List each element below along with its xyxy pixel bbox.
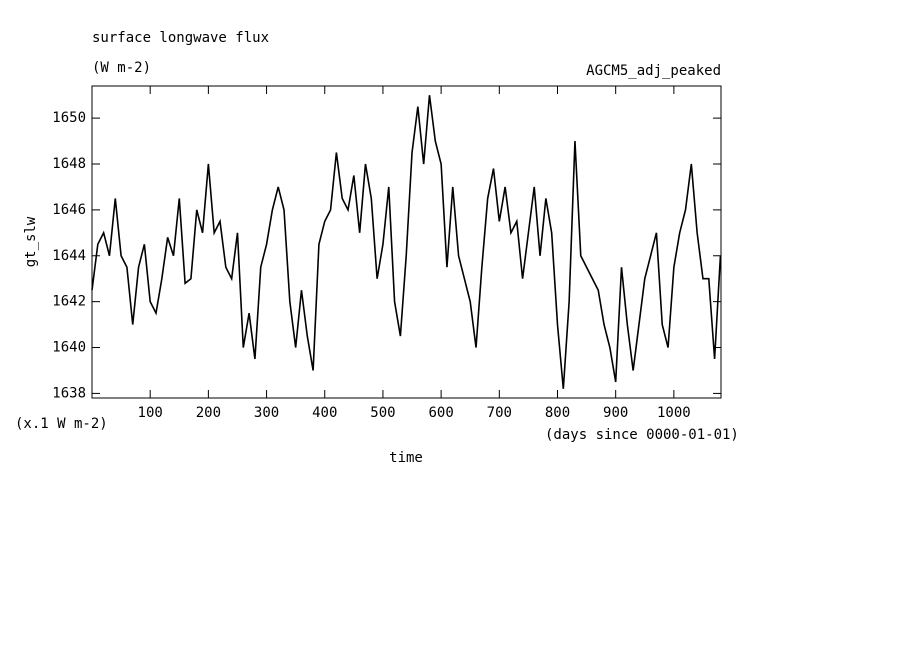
y-tick-label: 1642: [52, 294, 86, 310]
y-tick-label: 1646: [52, 202, 86, 218]
x-axis-label: time: [389, 450, 423, 466]
y-tick-label: 1644: [52, 248, 86, 264]
data-line: [91, 95, 722, 389]
y-axis-label: gt_slw: [23, 216, 39, 267]
y-tick-label: 1650: [52, 110, 86, 126]
x-tick-label: 200: [196, 405, 221, 421]
x-tick-label: 900: [603, 405, 628, 421]
x-tick-label: 400: [312, 405, 337, 421]
y-unit-note: (x.1 W m-2): [15, 416, 108, 432]
y-tick-label: 1640: [52, 340, 86, 356]
x-unit-note: (days since 0000-01-01): [545, 427, 739, 443]
x-tick-label: 1000: [657, 405, 691, 421]
x-tick-label: 700: [487, 405, 512, 421]
x-tick-label: 800: [545, 405, 570, 421]
x-tick-label: 100: [138, 405, 163, 421]
x-tick-label: 600: [428, 405, 453, 421]
chart-subtitle: (W m-2): [92, 60, 151, 76]
x-tick-label: 500: [370, 405, 395, 421]
y-tick-label: 1648: [52, 156, 86, 172]
y-tick-label: 1638: [52, 385, 86, 401]
plot-frame: [91, 85, 722, 399]
x-tick-label: 300: [254, 405, 279, 421]
annotation: AGCM5_adj_peaked: [586, 63, 721, 79]
chart-title: surface longwave flux: [92, 30, 269, 46]
